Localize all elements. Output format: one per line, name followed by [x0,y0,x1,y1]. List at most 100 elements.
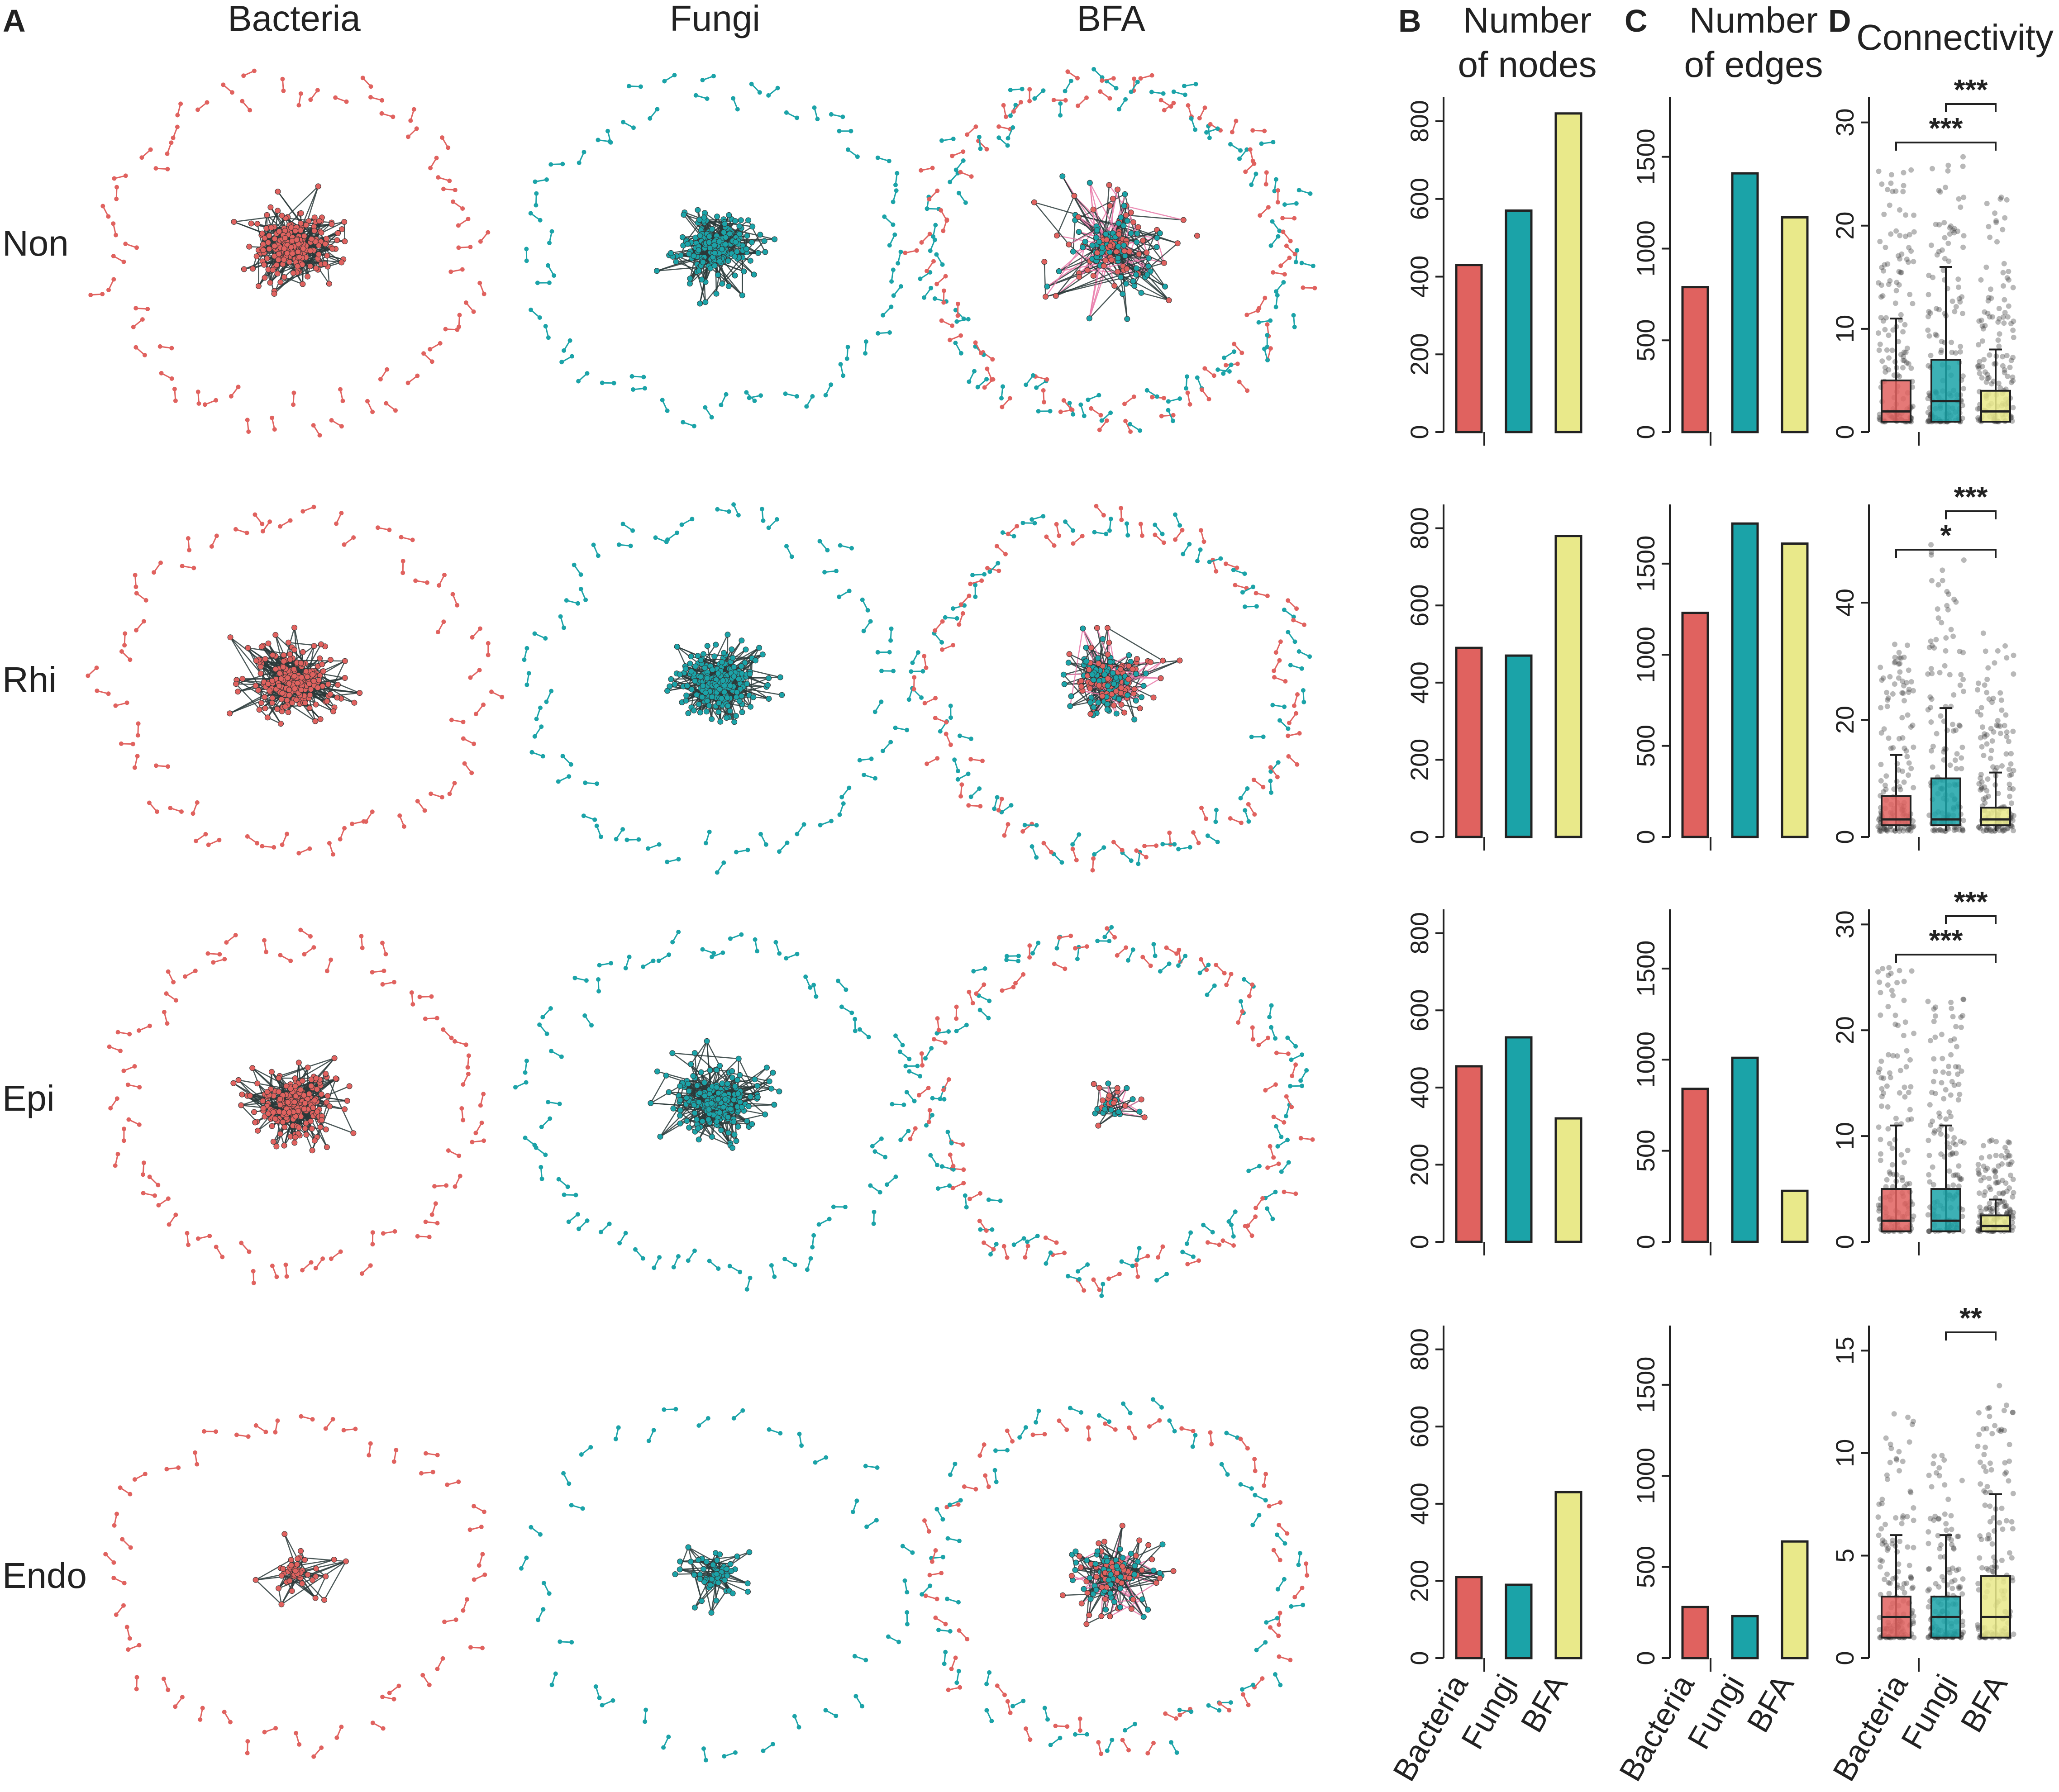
row-label-rhi: Rhi [2,660,57,700]
box-fungi [1925,996,1967,1234]
y-tick-label: 40 [1830,589,1859,617]
y-tick-label: 500 [1631,1130,1660,1172]
panel-d-title: Connectivity [1856,17,2054,57]
significance-label: *** [1929,112,1963,144]
bar-fungi [1505,209,1533,433]
y-tick-label: 0 [1631,1235,1660,1249]
panel-c-row-non: 0 500 1000 1500 [1631,97,1809,446]
panel-letter-c: C [1625,3,1648,38]
bar-fungi [1505,1583,1533,1659]
y-tick-label: 800 [1405,912,1434,954]
y-tick-label: 0 [1830,830,1859,844]
y-tick-label: 600 [1405,1406,1434,1448]
box-bfa [1975,630,2016,834]
y-tick-label: 1500 [1631,536,1660,592]
panel-d-row-rhi: 0 20 40 **** [1830,480,2016,851]
box-bacteria [1875,1411,1917,1640]
box-bfa [1975,1383,2016,1640]
y-tick-label: 15 [1830,1336,1859,1364]
bar-fungi [1505,1036,1533,1243]
network-bacteria-non [88,68,491,438]
y-tick-label: 600 [1405,989,1434,1031]
y-tick-label: 20 [1830,706,1859,734]
significance-label: *** [1954,885,1988,918]
y-tick-label: 1000 [1631,1031,1660,1088]
y-tick-label: 600 [1405,585,1434,627]
y-tick-label: 1000 [1631,627,1660,683]
network-fungi-rhi [522,502,915,875]
bar-bacteria [1455,1576,1483,1659]
y-tick-label: 200 [1405,1144,1434,1186]
y-tick-label: 0 [1631,830,1660,844]
significance-bracket: *** [1945,73,1997,112]
bar-bacteria [1681,286,1709,433]
panel-b-row-non: 0 200 400 600 800 [1405,97,1582,446]
y-tick-label: 200 [1405,739,1434,781]
y-tick-label: 10 [1830,1439,1859,1467]
significance-label: *** [1954,73,1988,106]
network-column-title-bfa: BFA [1077,0,1145,38]
bar-bfa [1554,1491,1582,1659]
panel-b-row-epi: 0 200 400 600 800 [1405,909,1582,1255]
row-label-epi: Epi [2,1078,55,1118]
panel-b-title-line1: Number [1463,0,1592,40]
bar-bfa [1781,542,1809,838]
bar-bfa [1781,1540,1809,1659]
y-tick-label: 200 [1405,1560,1434,1602]
bar-fungi [1731,522,1759,838]
significance-bracket: * [1895,519,1997,558]
box-fungi [1925,542,1967,834]
network-bacteria-rhi [86,504,505,857]
box-bacteria [1875,167,1917,425]
bar-fungi [1731,172,1759,433]
box-bacteria [1875,642,1916,834]
y-tick-label: 1500 [1631,128,1660,185]
y-tick-label: 0 [1631,1651,1660,1665]
bar-bfa [1781,216,1809,433]
bar-bacteria [1681,612,1709,838]
bar-bacteria [1455,1065,1483,1243]
network-column-title-fungi: Fungi [670,0,760,38]
box-bfa [1975,1137,2016,1234]
panel-c-title-line2: of edges [1684,44,1823,85]
bar-bacteria [1455,646,1483,838]
bar-bfa [1554,1117,1582,1243]
panel-letter-d: D [1828,3,1851,38]
panel-d-row-endo: 0 5 10 15 ** [1830,1302,2016,1672]
y-tick-label: 500 [1631,1546,1660,1588]
panel-b-row-endo: 0 200 400 600 800 [1405,1326,1582,1672]
box-bfa [1975,195,2016,425]
panel-c-row-endo: 0 500 1000 1500 [1631,1326,1809,1672]
y-tick-label: 0 [1830,1651,1859,1665]
significance-bracket: *** [1945,480,1997,519]
significance-label: *** [1954,480,1988,513]
significance-bracket: *** [1895,924,1997,963]
significance-label: *** [1929,924,1963,956]
significance-label: * [1940,519,1952,551]
y-tick-label: 500 [1631,725,1660,767]
box-fungi [1925,154,1967,425]
network-fungi-epi [513,930,923,1292]
y-tick-label: 30 [1830,108,1859,136]
y-tick-label: 400 [1405,1483,1434,1525]
y-tick-label: 1000 [1631,220,1660,277]
y-tick-label: 0 [1830,425,1859,439]
y-tick-label: 20 [1830,212,1859,240]
panel-c-row-rhi: 0 500 1000 1500 [1631,504,1809,851]
panel-d-row-epi: 0 10 20 30 *** *** [1830,885,2016,1255]
panel-b-row-rhi: 0 200 400 600 800 [1405,504,1582,851]
y-tick-label: 1500 [1631,1357,1660,1413]
bar-fungi [1505,654,1533,838]
network-bfa-endo [920,1397,1310,1756]
y-tick-label: 1500 [1631,941,1660,997]
significance-bracket: ** [1945,1302,1997,1340]
panel-c-title-line1: Number [1689,0,1818,40]
bar-bfa [1781,1189,1809,1243]
y-tick-label: 800 [1405,507,1434,549]
y-tick-label: 500 [1631,319,1660,361]
network-column-title-bacteria: Bacteria [228,0,361,38]
network-fungi-endo [519,1407,915,1763]
y-tick-label: 400 [1405,256,1434,298]
